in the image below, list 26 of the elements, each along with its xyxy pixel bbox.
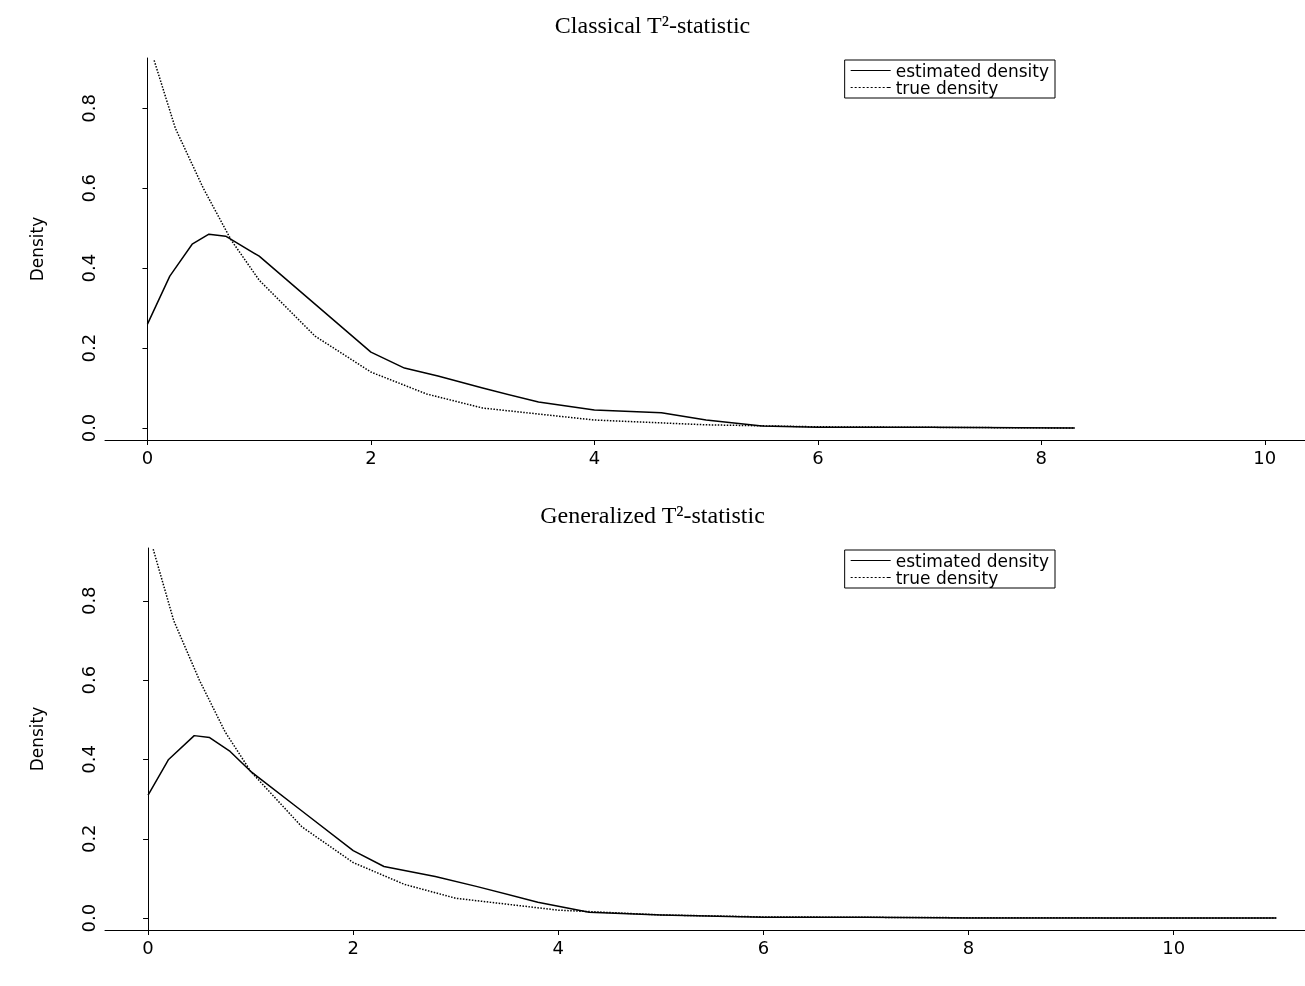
x-tick-label: 4 — [588, 446, 601, 468]
x-tick-label: 8 — [1035, 446, 1048, 468]
x-tick-label: 6 — [757, 936, 770, 958]
x-tick-label: 8 — [962, 936, 975, 958]
chart-title: Generalized T²-statistic — [540, 502, 765, 528]
y-tick-label: 0.0 — [77, 413, 99, 443]
y-tick-label: 0.2 — [77, 824, 99, 854]
x-tick-label: 6 — [812, 446, 824, 468]
y-tick-label: 0.8 — [77, 94, 99, 123]
y-tick-label: 0.4 — [77, 745, 99, 774]
y-tick-label: 0.6 — [77, 665, 99, 695]
x-tick-label: 4 — [552, 936, 565, 958]
x-tick-label: 0 — [142, 936, 154, 958]
x-tick-label: 0 — [141, 446, 154, 468]
y-tick-label: 0.2 — [77, 333, 99, 363]
y-axis-title: Density — [26, 706, 47, 772]
x-tick-label: 10 — [1253, 446, 1277, 468]
chart-title: Classical T²-statistic — [554, 12, 751, 38]
y-tick-label: 0.6 — [77, 173, 99, 203]
y-tick-label: 0.0 — [77, 903, 99, 933]
x-tick-label: 2 — [347, 936, 359, 958]
x-tick-label: 2 — [365, 446, 377, 468]
y-tick-label: 0.8 — [77, 586, 99, 616]
y-axis-title: Density — [26, 216, 47, 282]
y-tick-label: 0.4 — [77, 253, 99, 283]
x-tick-label: 10 — [1162, 936, 1186, 958]
